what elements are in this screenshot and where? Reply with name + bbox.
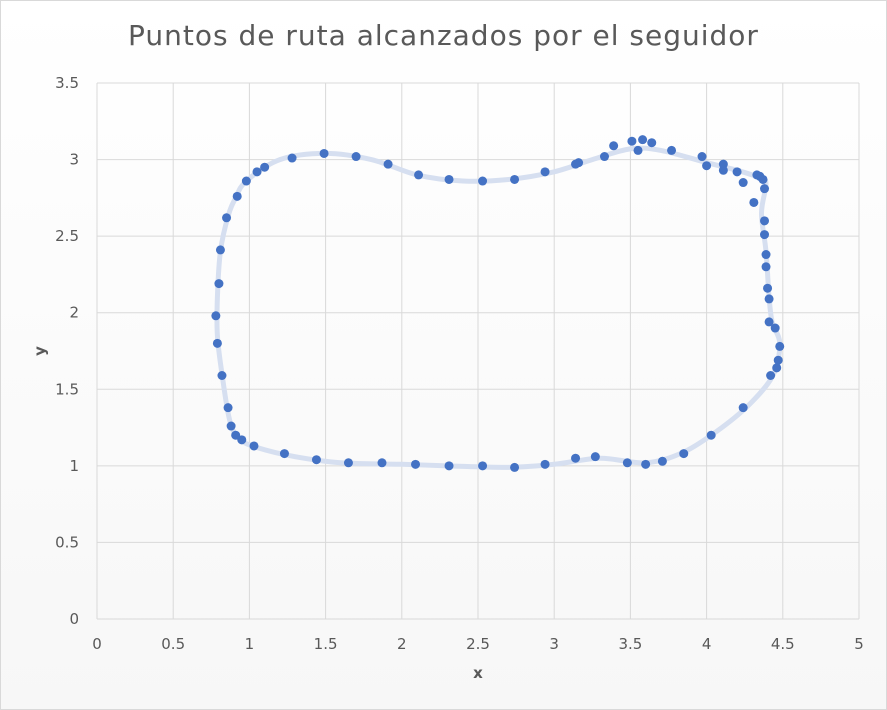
data-point — [590, 452, 600, 462]
data-point — [237, 435, 247, 445]
data-point — [609, 141, 619, 151]
data-point — [702, 161, 712, 171]
data-point — [377, 458, 387, 468]
data-point — [414, 170, 424, 180]
data-point — [760, 216, 770, 226]
data-point — [478, 461, 488, 471]
data-point — [444, 461, 454, 471]
data-point — [697, 152, 707, 162]
x-tick-labels: 0 0.5 1 1.5 2 2.5 3 3.5 4 4.5 5 — [92, 635, 864, 653]
y-tick-labels: 0 0.5 1 1.5 2 2.5 3 3.5 — [55, 74, 79, 628]
data-point — [226, 421, 236, 431]
data-point — [764, 317, 774, 327]
data-point — [667, 145, 677, 155]
y-tick-label: 3 — [69, 151, 79, 169]
data-point — [706, 430, 716, 440]
data-point — [775, 341, 785, 351]
x-tick-label: 1 — [245, 635, 255, 653]
x-axis-label: x — [473, 664, 483, 682]
data-point — [627, 136, 637, 146]
data-point — [657, 456, 667, 466]
x-tick-label: 3 — [549, 635, 559, 653]
y-tick-label: 3.5 — [55, 74, 79, 92]
x-tick-label: 2.5 — [466, 635, 490, 653]
x-tick-label: 5 — [854, 635, 864, 653]
data-point — [241, 176, 251, 186]
data-point — [749, 197, 759, 207]
data-point — [599, 152, 609, 162]
y-tick-label: 1 — [69, 457, 79, 475]
data-point — [383, 159, 393, 169]
data-point — [319, 148, 329, 158]
y-tick-label: 0 — [69, 610, 79, 628]
data-point — [212, 338, 222, 348]
data-point — [223, 403, 233, 413]
data-point — [758, 174, 768, 184]
chart-title: Puntos de ruta alcanzados por el seguido… — [128, 19, 759, 52]
data-point — [679, 449, 689, 459]
data-point — [770, 323, 780, 333]
data-point — [647, 138, 657, 148]
data-point — [231, 430, 241, 440]
data-point — [478, 176, 488, 186]
data-point — [766, 371, 776, 381]
data-point — [232, 191, 242, 201]
data-point — [252, 167, 262, 177]
data-point — [222, 213, 232, 223]
data-point — [444, 174, 454, 184]
series-path-line — [214, 145, 783, 470]
data-point — [211, 311, 221, 321]
data-point — [763, 283, 773, 293]
data-point — [641, 459, 651, 469]
data-point — [260, 162, 270, 172]
y-tick-label: 0.5 — [55, 533, 79, 551]
data-point — [411, 459, 421, 469]
path-layer — [214, 145, 783, 470]
data-point — [279, 449, 289, 459]
data-point — [311, 455, 321, 465]
data-point — [633, 145, 643, 155]
data-point — [761, 250, 771, 260]
data-point — [540, 459, 550, 469]
y-tick-label: 2 — [69, 304, 79, 322]
data-point — [764, 294, 774, 304]
data-point — [760, 184, 770, 194]
data-point — [214, 279, 224, 289]
data-point — [351, 152, 361, 162]
data-point — [215, 245, 225, 255]
x-tick-label: 0 — [92, 635, 102, 653]
data-point — [732, 167, 742, 177]
y-tick-label: 2.5 — [55, 227, 79, 245]
x-tick-label: 3.5 — [618, 635, 642, 653]
data-point — [638, 135, 648, 145]
grid-lines — [96, 82, 860, 620]
data-point — [761, 262, 771, 272]
data-point — [760, 230, 770, 240]
data-point — [622, 458, 632, 468]
data-point — [217, 371, 227, 381]
data-point — [773, 355, 783, 365]
y-tick-label: 1.5 — [55, 380, 79, 398]
data-point — [510, 462, 520, 472]
data-point — [718, 165, 728, 175]
data-point — [738, 178, 748, 188]
data-point — [510, 174, 520, 184]
data-point — [287, 153, 297, 163]
x-tick-label: 0.5 — [161, 635, 185, 653]
points-layer — [211, 135, 785, 472]
data-point — [540, 167, 550, 177]
data-point — [343, 458, 353, 468]
data-point — [772, 363, 782, 373]
x-tick-label: 2 — [397, 635, 407, 653]
x-tick-label: 4 — [702, 635, 712, 653]
data-point — [574, 158, 584, 168]
data-point — [738, 403, 748, 413]
data-point — [249, 441, 259, 451]
x-tick-label: 4.5 — [771, 635, 795, 653]
x-tick-label: 1.5 — [314, 635, 338, 653]
y-axis-label: y — [31, 346, 49, 356]
data-point — [571, 453, 581, 463]
